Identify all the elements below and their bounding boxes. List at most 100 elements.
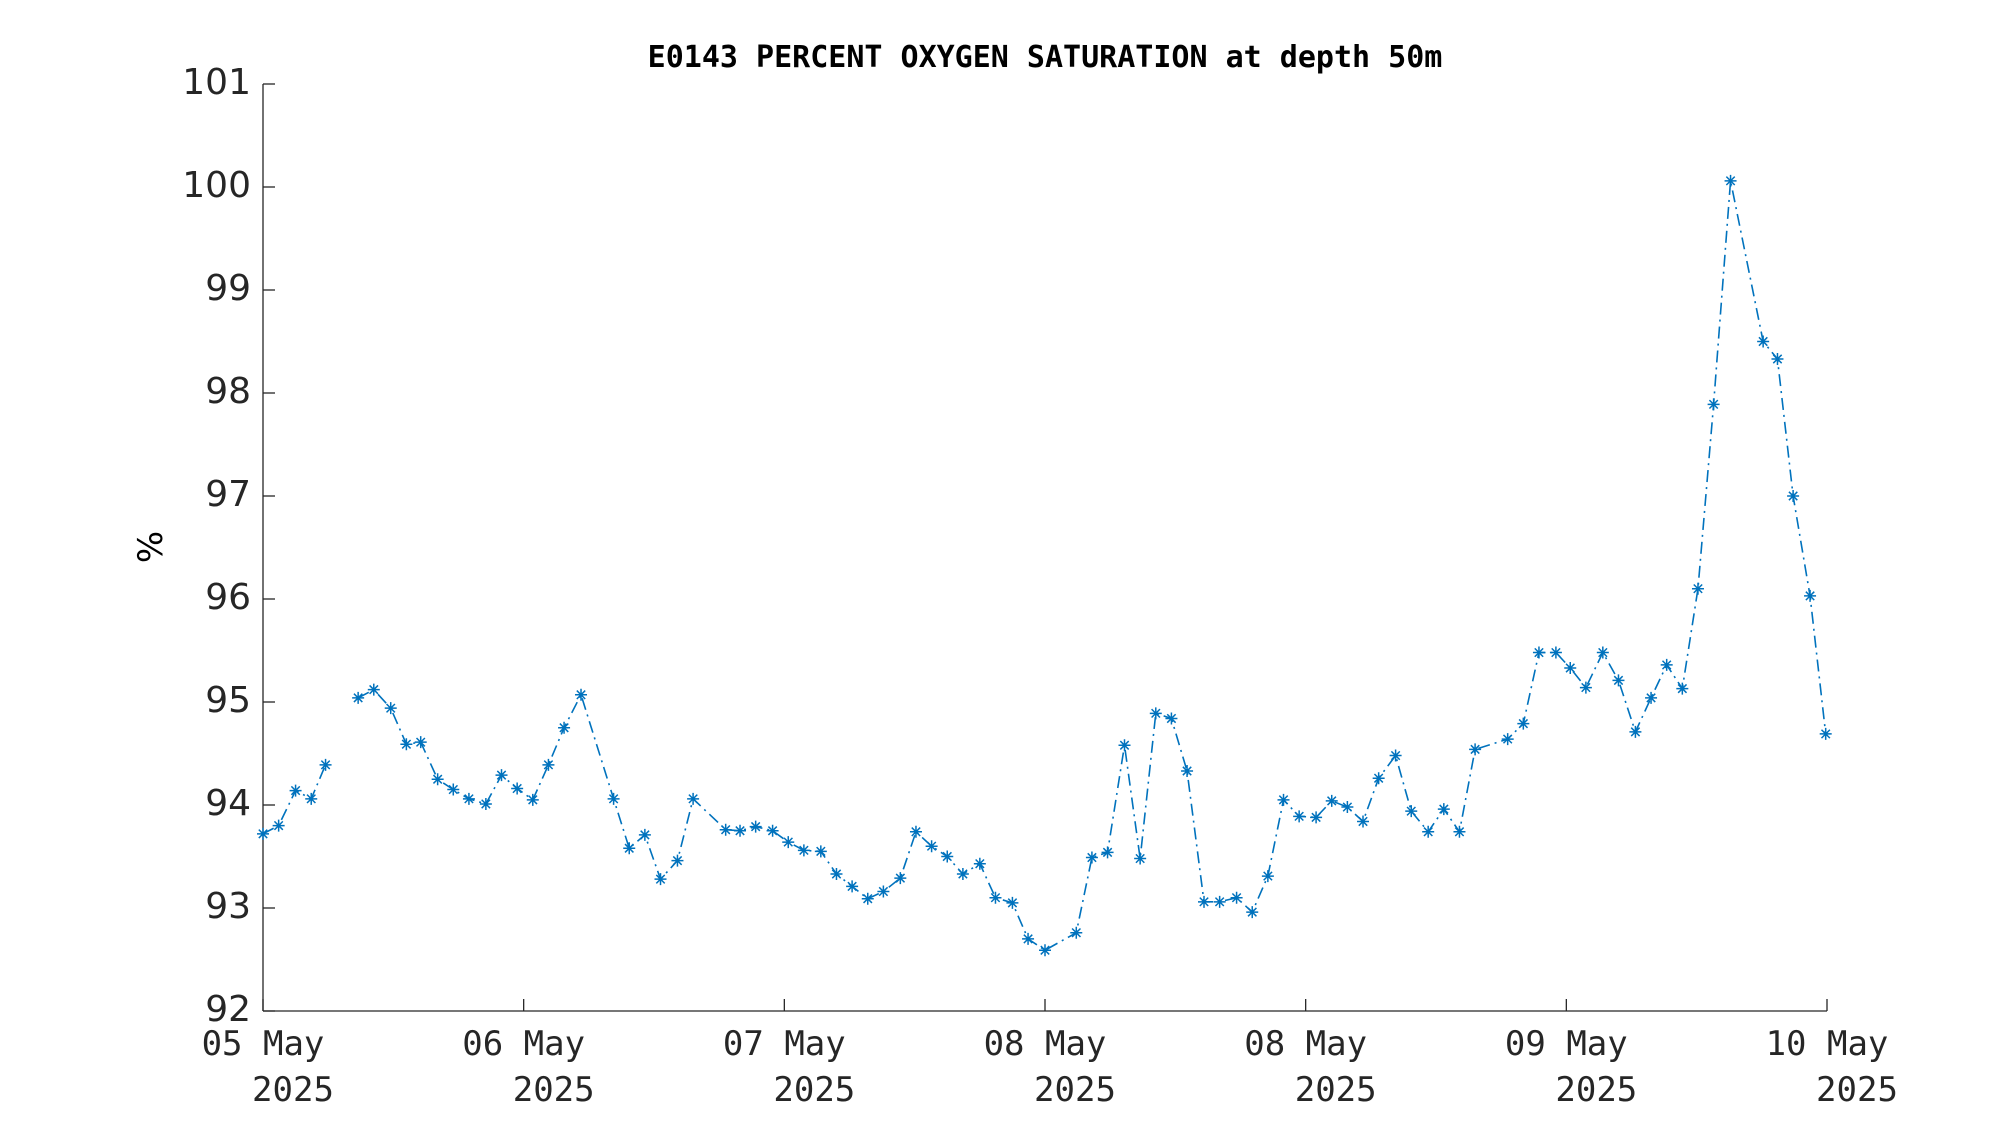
- marker: [400, 738, 413, 751]
- marker: [1261, 870, 1274, 883]
- marker: [654, 873, 667, 886]
- marker: [1691, 582, 1704, 595]
- marker: [1246, 906, 1259, 919]
- marker: [749, 820, 762, 833]
- marker: [367, 683, 380, 696]
- marker: [925, 840, 938, 853]
- x-tick-label: 09 May 2025: [1505, 1024, 1637, 1110]
- marker: [1039, 944, 1051, 957]
- marker: [1070, 926, 1083, 939]
- x-tick-label: 06 May 2025: [462, 1024, 594, 1110]
- marker: [542, 758, 555, 771]
- marker: [956, 868, 969, 881]
- marker: [1612, 674, 1625, 687]
- marker: [1724, 174, 1737, 187]
- marker: [1453, 825, 1466, 838]
- marker: [1149, 707, 1162, 720]
- marker: [1405, 805, 1418, 818]
- marker: [909, 825, 922, 838]
- y-axis-label: %: [131, 531, 171, 563]
- y-tick-label: 92: [205, 989, 251, 1030]
- marker: [782, 836, 795, 849]
- marker: [319, 758, 332, 771]
- marker: [638, 828, 651, 841]
- marker: [526, 793, 539, 806]
- marker: [1660, 658, 1673, 671]
- x-tick-label: 05 May 2025: [202, 1024, 334, 1110]
- marker: [861, 892, 874, 905]
- marker: [989, 891, 1002, 904]
- marker: [1549, 646, 1562, 659]
- marker: [575, 688, 588, 701]
- marker: [1181, 765, 1194, 778]
- marker: [1277, 793, 1290, 806]
- marker: [894, 872, 907, 885]
- marker: [431, 773, 444, 786]
- y-tick-label: 95: [205, 680, 251, 721]
- marker: [1676, 682, 1689, 695]
- marker: [305, 792, 318, 805]
- marker: [687, 792, 700, 805]
- marker: [1469, 743, 1482, 756]
- marker: [272, 819, 285, 832]
- marker: [1085, 851, 1098, 864]
- x-tick-label: 08 May 2025: [1244, 1024, 1376, 1110]
- marker: [1230, 891, 1243, 904]
- x-tick-label: 10 May 2025: [1766, 1024, 1898, 1110]
- marker: [1022, 932, 1035, 945]
- marker: [1757, 335, 1770, 348]
- marker: [384, 702, 397, 715]
- x-tick-label: 08 May 2025: [984, 1024, 1116, 1110]
- marker: [1006, 896, 1019, 909]
- marker: [414, 736, 427, 749]
- data-line: [357, 180, 1827, 952]
- marker: [1357, 815, 1370, 828]
- marker: [495, 769, 508, 782]
- marker: [814, 845, 827, 858]
- marker: [1596, 646, 1609, 659]
- marker: [352, 691, 365, 704]
- y-tick-label: 100: [182, 165, 251, 206]
- marker: [558, 721, 571, 734]
- marker: [1134, 852, 1147, 865]
- marker: [830, 868, 843, 881]
- marker: [1501, 733, 1514, 746]
- marker: [877, 885, 890, 898]
- y-tick-label: 99: [205, 268, 251, 309]
- marker: [1213, 895, 1226, 908]
- y-tick-label: 96: [205, 577, 251, 618]
- y-tick-label: 98: [205, 371, 251, 412]
- marker: [1372, 772, 1385, 785]
- marker: [1819, 727, 1832, 740]
- marker: [511, 782, 524, 795]
- marker: [1579, 681, 1592, 694]
- marker: [289, 784, 302, 797]
- marker: [1422, 825, 1435, 838]
- marker: [1437, 803, 1450, 816]
- marker: [1645, 691, 1658, 704]
- marker: [1118, 739, 1131, 752]
- chart-title: E0143 PERCENT OXYGEN SATURATION at depth…: [648, 40, 1443, 75]
- marker: [1564, 662, 1577, 675]
- marker: [1629, 725, 1642, 738]
- marker: [719, 823, 732, 836]
- marker: [846, 880, 859, 893]
- y-tick-label: 93: [205, 886, 251, 927]
- marker: [1804, 589, 1817, 602]
- y-tick-label: 101: [182, 62, 251, 103]
- marker: [766, 824, 779, 837]
- marker: [1532, 646, 1545, 659]
- y-tick-label: 97: [205, 474, 251, 515]
- marker: [973, 857, 986, 870]
- marker: [1389, 749, 1402, 762]
- marker: [1165, 712, 1178, 725]
- marker: [479, 797, 492, 810]
- marker: [447, 783, 460, 796]
- marker: [941, 850, 954, 863]
- marker: [671, 854, 684, 867]
- marker: [1707, 398, 1720, 411]
- marker: [1517, 717, 1530, 730]
- marker: [462, 792, 475, 805]
